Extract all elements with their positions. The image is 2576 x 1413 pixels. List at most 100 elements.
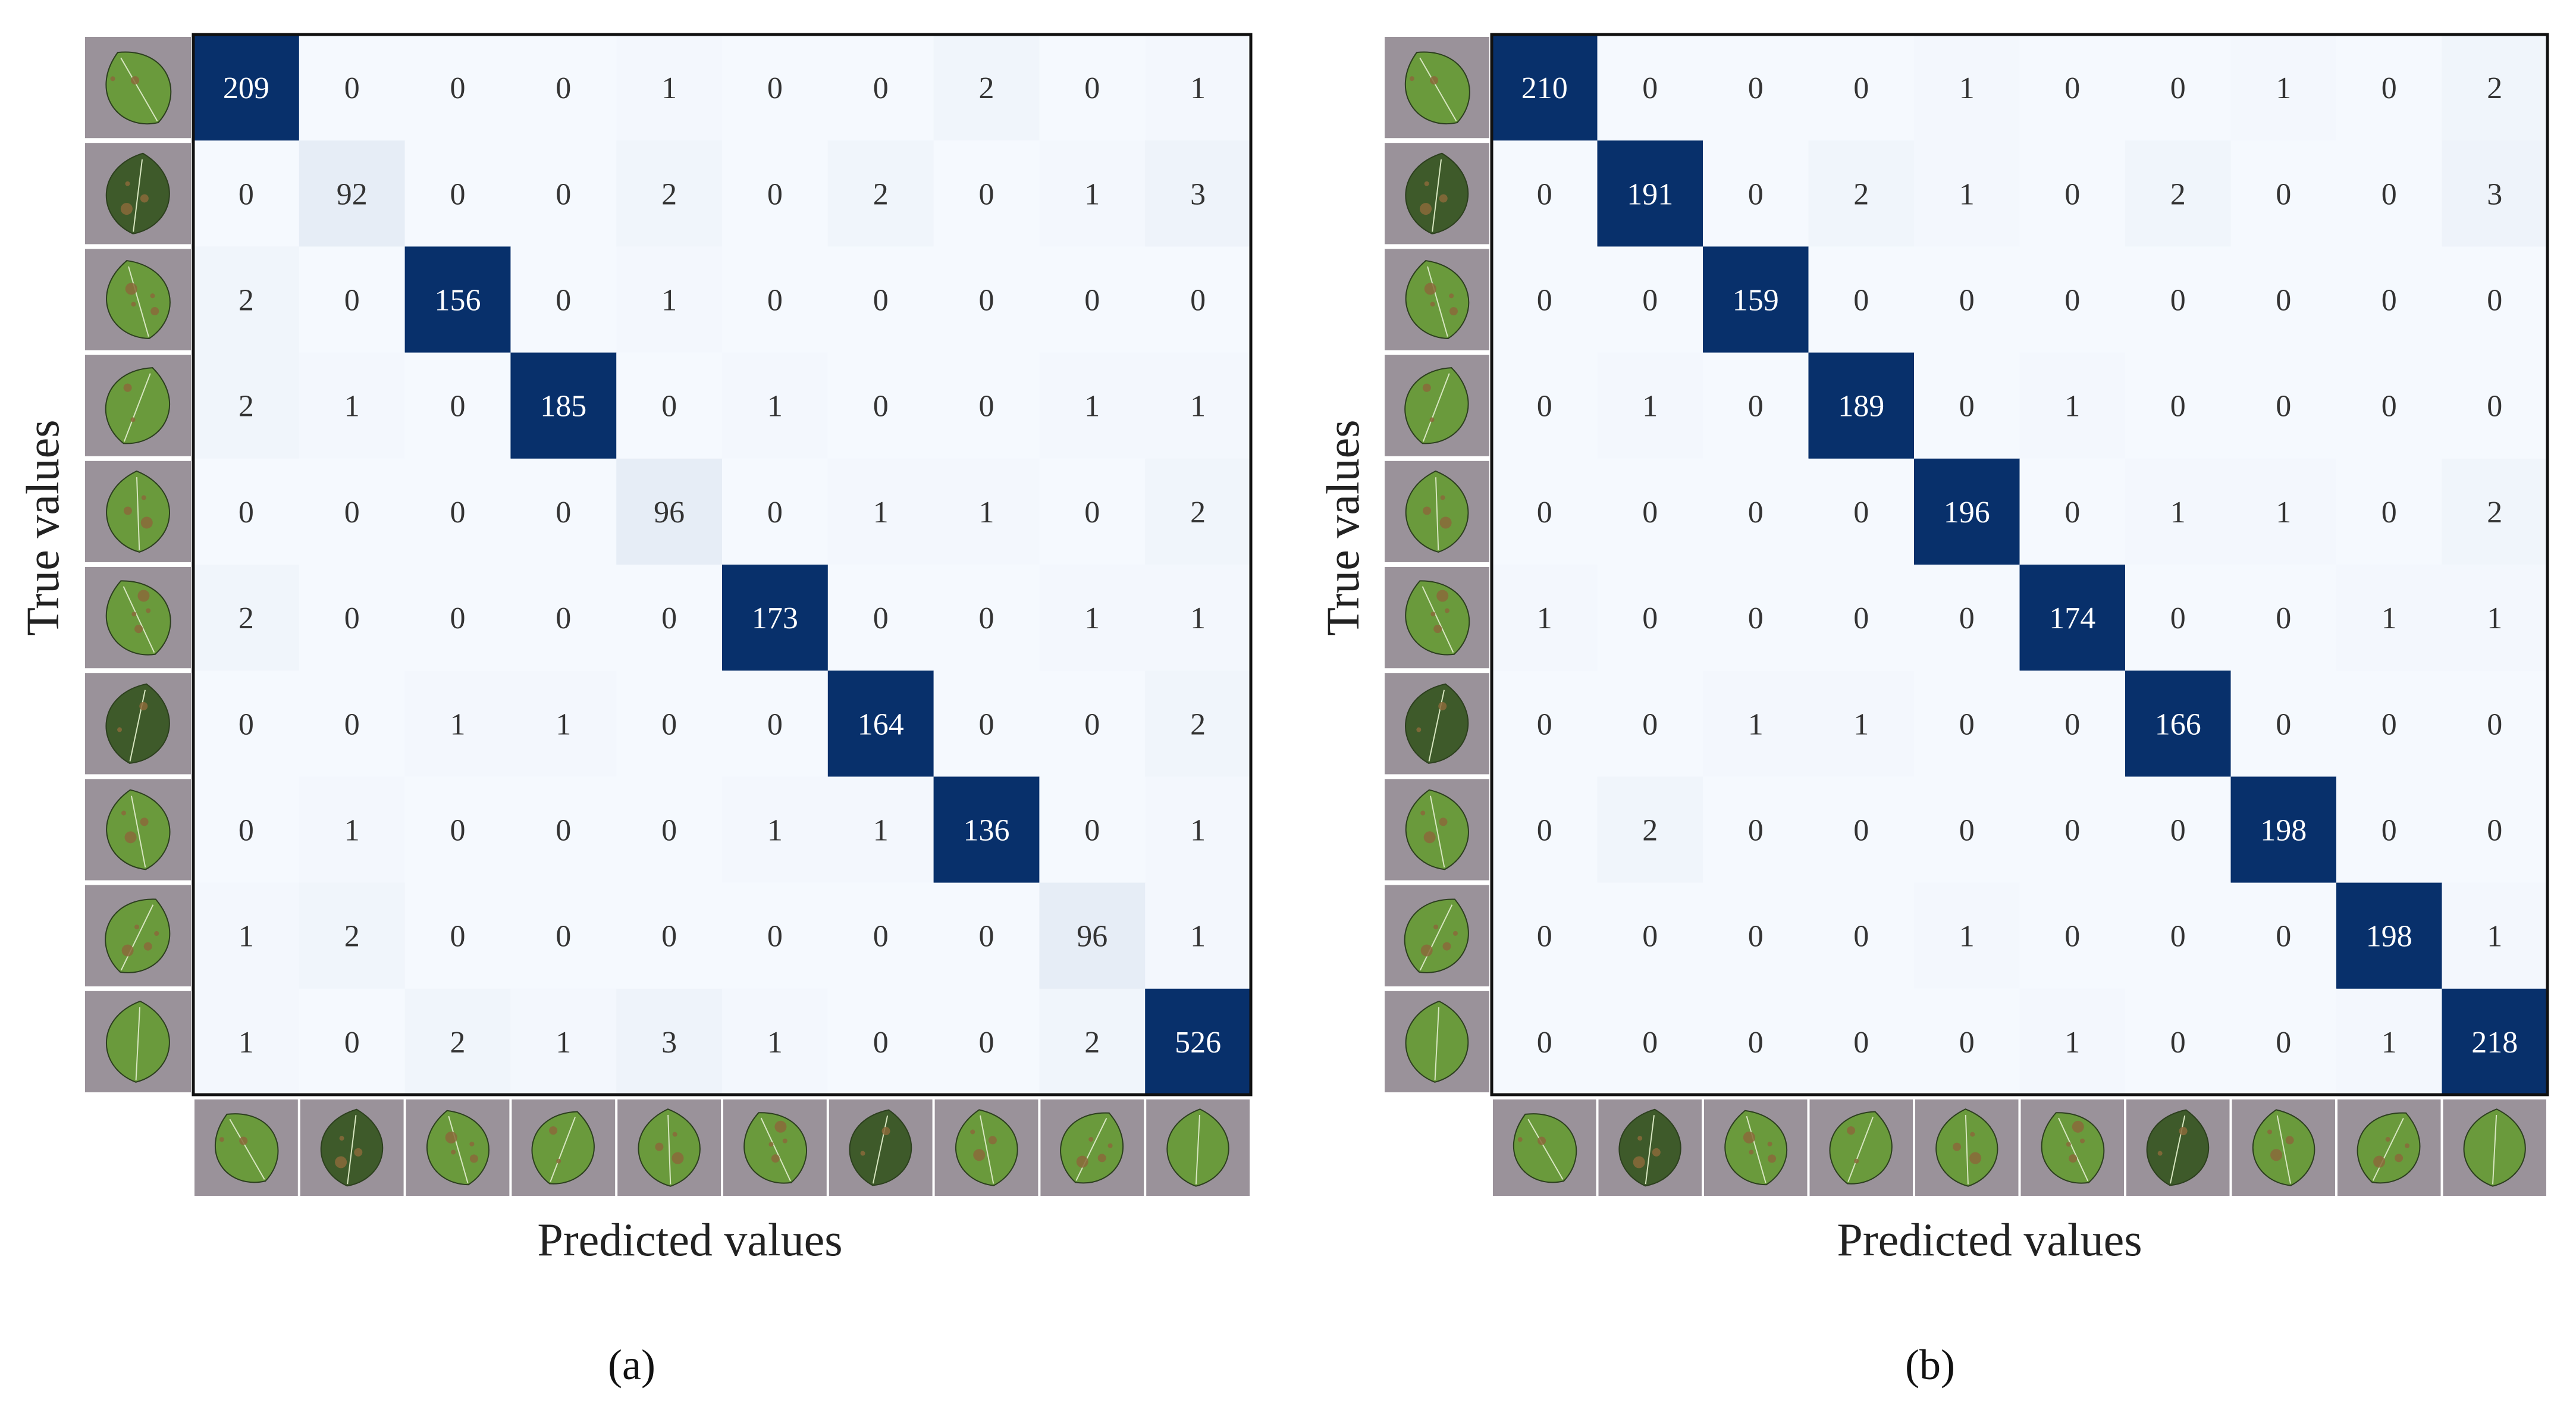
leaf-mosaic-virus-icon bbox=[2252, 1109, 2315, 1186]
matrix-cell-a-2-5 bbox=[722, 246, 829, 353]
matrix-cell-a-4-7 bbox=[933, 458, 1040, 565]
cell-value-b-5-8: 1 bbox=[2382, 601, 2397, 635]
cell-value-a-0-3: 0 bbox=[556, 71, 571, 105]
cell-value-a-9-0: 1 bbox=[239, 1026, 254, 1060]
leaf-septoria-spot-icon bbox=[638, 1108, 701, 1187]
matrix-cell-b-6-7 bbox=[2230, 671, 2337, 777]
matrix-cell-b-0-9 bbox=[2442, 35, 2548, 141]
cell-value-b-2-5: 0 bbox=[2064, 284, 2080, 318]
cell-value-b-3-7: 0 bbox=[2276, 390, 2291, 424]
leaf-bacterial-spot-icon bbox=[1513, 1113, 1577, 1183]
cell-value-a-8-4: 0 bbox=[661, 920, 677, 954]
cell-value-a-0-6: 0 bbox=[873, 71, 889, 105]
cell-value-b-4-2: 0 bbox=[1748, 496, 1764, 530]
cell-value-a-6-5: 0 bbox=[767, 707, 783, 741]
matrix-cell-a-7-2 bbox=[404, 776, 511, 883]
matrix-cell-b-3-1 bbox=[1597, 352, 1703, 459]
matrix-cell-b-5-2 bbox=[1703, 565, 1809, 671]
matrix-cell-b-2-8 bbox=[2336, 246, 2442, 353]
cell-value-a-2-0: 2 bbox=[239, 284, 254, 318]
col-thumb-a-4 bbox=[617, 1099, 721, 1196]
cell-value-a-0-1: 0 bbox=[344, 71, 360, 105]
matrix-cell-a-5-7 bbox=[933, 565, 1040, 671]
cell-value-a-5-1: 0 bbox=[344, 601, 360, 635]
leaf-healthy-icon bbox=[105, 1000, 170, 1083]
leaf-yellow-curl-icon bbox=[1404, 898, 1469, 973]
leaf-bacterial-spot-icon bbox=[105, 51, 172, 124]
matrix-cell-a-5-3 bbox=[510, 565, 617, 671]
matrix-cell-a-4-3 bbox=[510, 458, 617, 565]
matrix-cell-b-8-2 bbox=[1703, 882, 1809, 989]
cell-value-b-1-3: 2 bbox=[1853, 177, 1869, 211]
matrix-cell-a-3-6 bbox=[827, 352, 934, 459]
cell-value-b-4-6: 1 bbox=[2170, 496, 2186, 530]
cell-value-a-5-7: 0 bbox=[979, 601, 994, 635]
matrix-cell-a-0-2 bbox=[404, 35, 511, 141]
matrix-cell-b-9-3 bbox=[1808, 988, 1915, 1095]
cell-value-a-7-5: 1 bbox=[767, 814, 783, 848]
matrix-cell-a-5-5 bbox=[722, 565, 829, 671]
matrix-cell-a-7-0 bbox=[193, 776, 300, 883]
matrix-cell-b-5-1 bbox=[1597, 565, 1703, 671]
cell-value-a-4-5: 0 bbox=[767, 496, 783, 530]
matrix-cell-b-9-1 bbox=[1597, 988, 1703, 1095]
cell-value-a-8-1: 2 bbox=[344, 920, 360, 954]
matrix-cell-a-7-6 bbox=[827, 776, 934, 883]
cell-value-b-2-8: 0 bbox=[2382, 284, 2397, 318]
leaf-healthy-icon bbox=[2463, 1108, 2526, 1187]
matrix-cell-b-6-8 bbox=[2336, 671, 2442, 777]
cell-value-a-8-0: 1 bbox=[239, 920, 254, 954]
matrix-cell-b-7-4 bbox=[1914, 776, 2020, 883]
matrix-frame-a bbox=[192, 33, 1253, 1096]
matrix-cell-a-1-7 bbox=[933, 140, 1040, 247]
matrix-cell-b-4-8 bbox=[2336, 458, 2442, 565]
matrix-cell-b-2-5 bbox=[2019, 246, 2126, 353]
cell-value-a-6-9: 2 bbox=[1190, 707, 1206, 741]
matrix-cell-a-0-9 bbox=[1145, 35, 1251, 141]
leaf-healthy-icon bbox=[1166, 1108, 1229, 1187]
cell-value-b-2-1: 0 bbox=[1642, 284, 1658, 318]
cell-value-b-9-4: 0 bbox=[1959, 1026, 1975, 1060]
matrix-cell-a-2-7 bbox=[933, 246, 1040, 353]
col-thumb-a-8 bbox=[1040, 1099, 1144, 1196]
cell-value-b-6-6: 166 bbox=[2155, 707, 2201, 741]
cell-value-b-0-8: 0 bbox=[2382, 71, 2397, 105]
cell-value-b-3-4: 0 bbox=[1959, 390, 1975, 424]
cell-value-b-4-0: 0 bbox=[1537, 496, 1552, 530]
cell-value-a-3-2: 0 bbox=[450, 390, 466, 424]
leaf-late-blight-icon bbox=[106, 260, 171, 339]
matrix-cell-a-8-2 bbox=[404, 882, 511, 989]
cell-value-b-4-7: 1 bbox=[2276, 496, 2291, 530]
cell-value-b-6-7: 0 bbox=[2276, 707, 2291, 741]
leaf-bacterial-spot-icon bbox=[215, 1113, 279, 1183]
matrix-cell-b-1-0 bbox=[1492, 140, 1598, 247]
cell-value-b-8-8: 198 bbox=[2366, 920, 2412, 954]
cell-value-a-4-8: 0 bbox=[1084, 496, 1100, 530]
row-thumb-b-9 bbox=[1385, 991, 1489, 1092]
matrix-cell-b-8-6 bbox=[2125, 882, 2231, 989]
matrix-cell-b-6-2 bbox=[1703, 671, 1809, 777]
matrix-cell-a-1-9 bbox=[1145, 140, 1251, 247]
cell-value-a-7-3: 0 bbox=[556, 814, 571, 848]
matrix-cell-a-3-1 bbox=[299, 352, 406, 459]
cell-value-a-5-0: 2 bbox=[239, 601, 254, 635]
cell-value-a-7-1: 1 bbox=[344, 814, 360, 848]
matrix-cell-a-3-3 bbox=[510, 352, 617, 459]
matrix-cell-a-1-1 bbox=[299, 140, 406, 247]
cell-value-a-9-2: 2 bbox=[450, 1026, 466, 1060]
cell-value-a-6-8: 0 bbox=[1084, 707, 1100, 741]
col-thumb-a-3 bbox=[512, 1099, 616, 1196]
matrix-cell-a-4-2 bbox=[404, 458, 511, 565]
matrix-cell-a-5-8 bbox=[1039, 565, 1146, 671]
matrix-cell-b-9-4 bbox=[1914, 988, 2020, 1095]
row-thumb-a-6 bbox=[85, 673, 191, 775]
matrix-cell-a-7-1 bbox=[299, 776, 406, 883]
matrix-cell-a-3-2 bbox=[404, 352, 511, 459]
matrix-cell-a-1-3 bbox=[510, 140, 617, 247]
cell-value-a-8-7: 0 bbox=[979, 920, 994, 954]
matrix-cell-b-7-3 bbox=[1808, 776, 1915, 883]
matrix-cell-b-0-7 bbox=[2230, 35, 2337, 141]
matrix-cell-a-0-5 bbox=[722, 35, 829, 141]
cell-value-a-6-1: 0 bbox=[344, 707, 360, 741]
cell-value-a-1-5: 0 bbox=[767, 177, 783, 211]
